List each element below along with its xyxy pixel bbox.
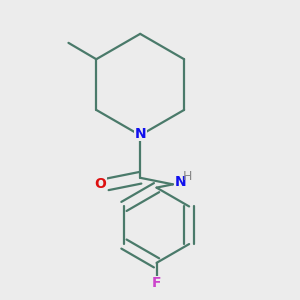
Text: N: N <box>134 127 146 141</box>
Text: O: O <box>94 177 106 191</box>
Text: N: N <box>175 175 186 189</box>
Text: F: F <box>152 277 161 290</box>
Text: H: H <box>183 170 192 183</box>
